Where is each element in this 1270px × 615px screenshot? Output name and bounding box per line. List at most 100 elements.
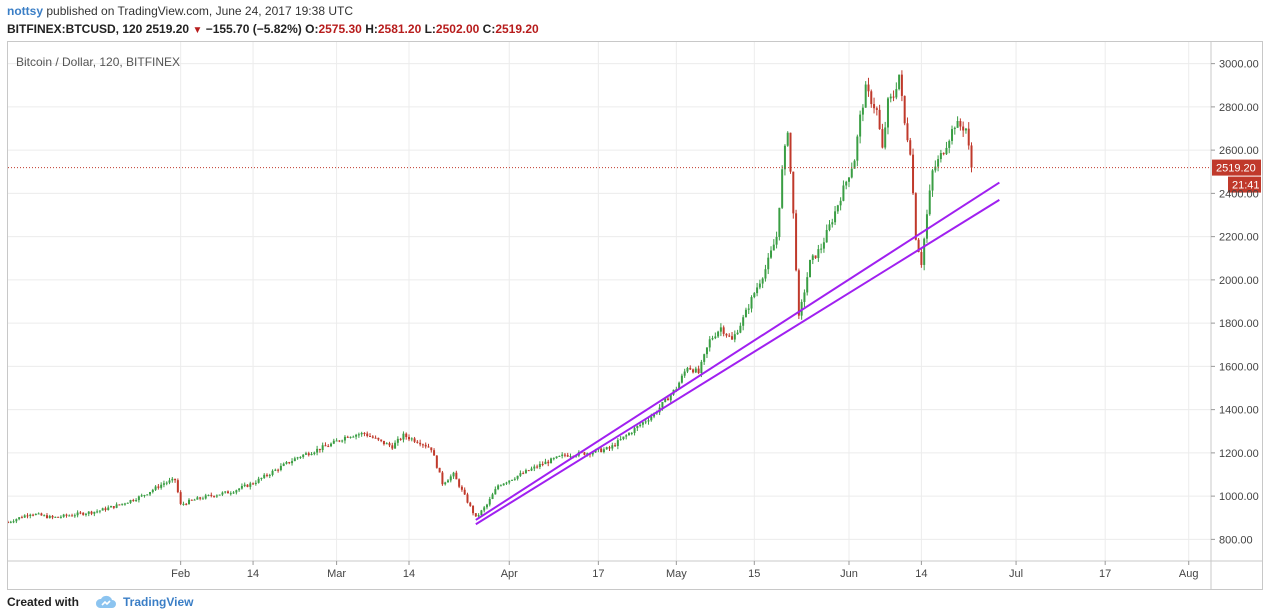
candle-body xyxy=(839,200,842,206)
candle-body xyxy=(692,369,695,373)
candle-body xyxy=(786,132,789,146)
candle-body xyxy=(162,483,165,485)
candle-body xyxy=(435,455,438,468)
candle-body xyxy=(552,458,555,460)
candle-body xyxy=(639,424,642,427)
trendline-lower xyxy=(475,199,1000,526)
trendlines[interactable] xyxy=(475,181,1000,526)
y-tick-label: 2400.00 xyxy=(1219,188,1259,200)
candle-body xyxy=(293,458,296,462)
candle-body xyxy=(421,444,424,446)
time-axis[interactable]: Feb 14 Mar 14 Apr 17 May 15 Jun 14 Jul 17 Aug xyxy=(8,560,1262,580)
candle-body xyxy=(733,334,736,340)
candle-body xyxy=(778,207,781,237)
candle-body xyxy=(260,477,263,479)
price-axis[interactable]: 800.00 1000.00 1200.00 1400.00 1600.00 1800.0… xyxy=(1210,42,1259,589)
candle-body xyxy=(558,455,561,457)
candle-body xyxy=(455,472,458,480)
candle-body xyxy=(399,438,402,440)
x-tick-label: Feb xyxy=(171,568,190,580)
candle-body xyxy=(135,500,138,502)
candle-body xyxy=(683,371,686,376)
candle-body xyxy=(460,486,463,490)
candle-body xyxy=(132,500,135,502)
candle-body xyxy=(923,238,926,265)
candle-body xyxy=(469,502,472,506)
candle-body xyxy=(352,436,355,438)
candle-body xyxy=(633,428,636,433)
candle-body xyxy=(93,511,96,514)
candle-body xyxy=(346,436,349,438)
y-tick-label: 1800.00 xyxy=(1219,318,1259,330)
candle-body xyxy=(179,492,182,504)
candle-body xyxy=(210,494,213,496)
price-change: −155.70 (−5.82%) xyxy=(205,22,302,36)
candle-body xyxy=(446,480,449,483)
x-tick-label: May xyxy=(666,568,687,580)
candle-body xyxy=(494,489,497,495)
x-tick-label: Aug xyxy=(1179,568,1199,580)
candle-body xyxy=(338,440,341,442)
y-tick-label: 2000.00 xyxy=(1219,275,1259,287)
candle-body xyxy=(736,332,739,335)
candle-body xyxy=(856,136,859,161)
candle-body xyxy=(154,486,157,490)
candle-body xyxy=(394,442,397,449)
candle-body xyxy=(502,483,505,486)
candle-body xyxy=(37,513,40,515)
candle-body xyxy=(703,354,706,362)
candle-body xyxy=(430,447,433,451)
candle-body xyxy=(861,107,864,115)
candle-body xyxy=(834,211,837,223)
candle-body xyxy=(725,333,728,336)
candle-body xyxy=(875,108,878,110)
candle-body xyxy=(151,489,154,492)
candle-body xyxy=(583,452,586,455)
created-with-text: Created with xyxy=(7,595,80,609)
candle-body xyxy=(881,129,884,148)
last-price: 2519.20 xyxy=(145,22,190,36)
candle-body xyxy=(850,168,853,178)
candle-body xyxy=(538,463,541,467)
candle-body xyxy=(644,421,647,423)
x-tick-label: 17 xyxy=(592,568,604,580)
candle-body xyxy=(96,511,99,513)
candle-body xyxy=(129,500,132,503)
published-text: published on TradingView.com, June 24, 2… xyxy=(46,4,353,18)
candle-body xyxy=(898,74,901,90)
candle-body xyxy=(530,468,533,471)
x-tick-label: 14 xyxy=(915,568,927,580)
price-chart[interactable]: 2519.20 21:41 800.00 1000.00 1200.00 1400.00… xyxy=(7,42,1262,589)
candle-body xyxy=(820,248,823,250)
candle-body xyxy=(853,160,856,169)
chart-frame[interactable]: 2519.20 21:41 800.00 1000.00 1200.00 1400.00… xyxy=(7,41,1263,590)
candle-body xyxy=(605,447,608,450)
candle-body xyxy=(959,120,962,127)
candle-body xyxy=(243,484,246,487)
candle-body xyxy=(892,96,895,98)
candle-body xyxy=(59,516,62,518)
close-label: C: xyxy=(482,22,496,36)
candle-body xyxy=(316,448,319,453)
candle-body xyxy=(750,297,753,309)
candle-body xyxy=(524,470,527,474)
tradingview-link[interactable]: TradingView xyxy=(85,595,193,609)
candle-body xyxy=(402,433,405,440)
candle-body xyxy=(864,84,867,108)
candle-body xyxy=(265,474,268,476)
candle-body xyxy=(747,308,750,310)
candle-body xyxy=(76,512,79,516)
candle-body xyxy=(917,239,920,253)
candle-body xyxy=(313,452,316,454)
candle-body xyxy=(602,449,605,453)
candle-body xyxy=(54,516,57,518)
candle-body xyxy=(263,474,266,478)
candle-body xyxy=(666,398,669,401)
candle-body xyxy=(497,485,500,490)
candle-body xyxy=(277,469,280,471)
candle-body xyxy=(614,445,617,447)
candle-body xyxy=(945,147,948,155)
candle-body xyxy=(190,499,193,501)
candle-body xyxy=(505,482,508,484)
author-link[interactable]: nottsy xyxy=(7,4,43,18)
